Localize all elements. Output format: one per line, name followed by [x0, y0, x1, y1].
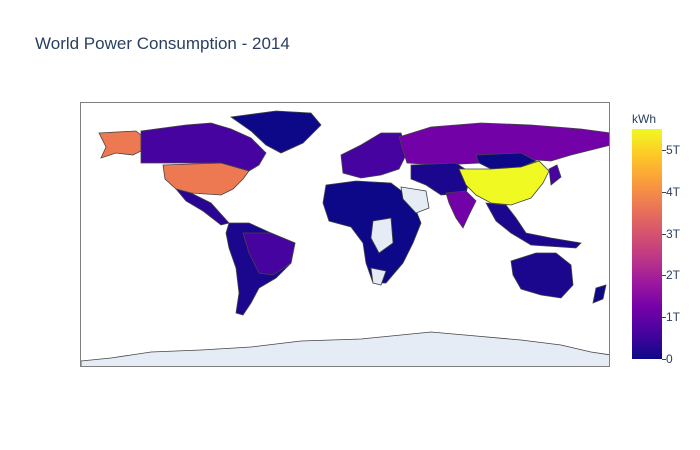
region-brazil[interactable] — [242, 232, 296, 276]
region-south-africa-nodata[interactable] — [370, 267, 387, 286]
region-india[interactable] — [445, 190, 477, 229]
colorbar-tick-label: 4T — [666, 184, 681, 199]
region-united-states[interactable] — [162, 162, 250, 196]
world-map[interactable] — [81, 103, 610, 367]
colorbar-tick-label: 5T — [666, 142, 681, 157]
region-southeast-asia[interactable] — [485, 202, 582, 249]
region-japan[interactable] — [548, 164, 562, 186]
colorbar — [632, 129, 662, 359]
colorbar-tick-label: 1T — [666, 310, 681, 325]
map-frame[interactable] — [80, 102, 610, 367]
region-alaska[interactable] — [98, 130, 142, 159]
region-central-africa-nodata[interactable] — [370, 217, 394, 254]
region-antarctica[interactable] — [81, 331, 610, 367]
region-new-zealand[interactable] — [592, 284, 607, 304]
colorbar-tickmark — [662, 191, 666, 193]
colorbar-tickmark — [662, 233, 666, 235]
region-china[interactable] — [458, 160, 550, 206]
region-greenland[interactable] — [229, 110, 322, 154]
colorbar-tickmark — [662, 149, 666, 151]
colorbar-tick-label: 0 — [666, 352, 673, 366]
region-arabia-nodata[interactable] — [400, 186, 430, 214]
region-mexico[interactable] — [174, 188, 230, 226]
colorbar-title: kWh — [632, 112, 656, 126]
colorbar-tickmark — [662, 317, 666, 319]
colorbar-tickmark — [662, 359, 666, 360]
region-europe[interactable] — [340, 132, 408, 179]
region-canada[interactable] — [140, 122, 267, 172]
colorbar-tick-label: 3T — [666, 226, 681, 241]
colorbar-tick-label: 2T — [666, 268, 681, 283]
region-australia[interactable] — [510, 252, 574, 299]
chart-title: World Power Consumption - 2014 — [35, 34, 290, 53]
colorbar-tickmark — [662, 275, 666, 277]
